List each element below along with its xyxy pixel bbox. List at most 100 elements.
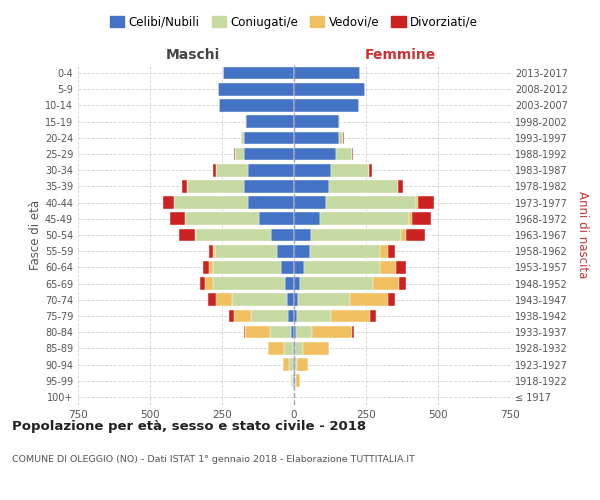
Bar <box>296 374 301 387</box>
Bar <box>182 180 187 192</box>
Bar <box>370 310 376 322</box>
Bar <box>304 261 380 274</box>
Bar <box>214 261 281 274</box>
Bar <box>412 212 431 225</box>
Bar <box>294 99 359 112</box>
Bar <box>388 245 395 258</box>
Bar <box>396 261 406 274</box>
Bar <box>214 164 216 176</box>
Bar <box>369 164 372 176</box>
Text: Femmine: Femmine <box>365 48 436 62</box>
Bar <box>245 326 269 338</box>
Bar <box>219 99 294 112</box>
Bar <box>245 116 247 128</box>
Bar <box>277 245 294 258</box>
Y-axis label: Fasce di età: Fasce di età <box>29 200 42 270</box>
Bar <box>205 278 214 290</box>
Bar <box>216 294 232 306</box>
Bar <box>294 132 338 144</box>
Bar <box>208 294 216 306</box>
Bar <box>409 212 412 225</box>
Bar <box>241 132 244 144</box>
Text: Popolazione per età, sesso e stato civile - 2018: Popolazione per età, sesso e stato civil… <box>12 420 366 433</box>
Bar <box>338 132 343 144</box>
Bar <box>294 261 304 274</box>
Bar <box>294 67 360 80</box>
Bar <box>203 261 209 274</box>
Bar <box>294 326 296 338</box>
Bar <box>163 196 175 209</box>
Bar <box>294 310 297 322</box>
Bar <box>247 116 294 128</box>
Bar <box>294 278 300 290</box>
Bar <box>350 294 388 306</box>
Bar <box>290 374 292 387</box>
Bar <box>352 326 354 338</box>
Bar <box>294 228 311 241</box>
Bar <box>232 294 287 306</box>
Bar <box>373 278 399 290</box>
Bar <box>215 245 277 258</box>
Bar <box>338 116 340 128</box>
Bar <box>294 148 336 160</box>
Bar <box>248 164 294 176</box>
Text: Maschi: Maschi <box>166 48 220 62</box>
Bar <box>233 148 235 160</box>
Legend: Celibi/Nubili, Coniugati/e, Vedovi/e, Divorziati/e: Celibi/Nubili, Coniugati/e, Vedovi/e, Di… <box>105 11 483 34</box>
Bar <box>170 212 185 225</box>
Bar <box>289 358 293 371</box>
Bar <box>293 342 294 354</box>
Bar <box>291 326 294 338</box>
Bar <box>310 245 380 258</box>
Bar <box>294 180 329 192</box>
Bar <box>287 294 294 306</box>
Bar <box>297 310 331 322</box>
Bar <box>284 342 293 354</box>
Bar <box>294 294 298 306</box>
Bar <box>251 310 288 322</box>
Bar <box>223 67 294 80</box>
Bar <box>288 310 294 322</box>
Text: COMUNE DI OLEGGIO (NO) - Dati ISTAT 1° gennaio 2018 - Elaborazione TUTTITALIA.IT: COMUNE DI OLEGGIO (NO) - Dati ISTAT 1° g… <box>12 455 415 464</box>
Bar <box>329 180 398 192</box>
Bar <box>229 310 233 322</box>
Bar <box>302 342 329 354</box>
Bar <box>312 326 352 338</box>
Bar <box>380 245 388 258</box>
Y-axis label: Anni di nascita: Anni di nascita <box>576 192 589 278</box>
Bar <box>352 148 353 160</box>
Bar <box>399 278 406 290</box>
Bar <box>187 180 244 192</box>
Bar <box>268 342 284 354</box>
Bar <box>294 245 310 258</box>
Bar <box>214 278 286 290</box>
Bar <box>398 180 403 192</box>
Bar <box>298 294 350 306</box>
Bar <box>406 228 425 241</box>
Bar <box>336 148 352 160</box>
Bar <box>300 278 373 290</box>
Bar <box>294 83 365 96</box>
Bar <box>296 326 312 338</box>
Bar <box>244 132 294 144</box>
Bar <box>401 228 406 241</box>
Bar <box>269 326 291 338</box>
Bar <box>244 148 294 160</box>
Bar <box>388 294 395 306</box>
Bar <box>293 358 294 371</box>
Bar <box>331 310 370 322</box>
Bar <box>271 228 294 241</box>
Bar <box>185 212 259 225</box>
Bar <box>295 342 302 354</box>
Bar <box>244 180 294 192</box>
Bar <box>295 374 296 387</box>
Bar <box>244 326 245 338</box>
Bar <box>235 148 244 160</box>
Bar <box>214 245 215 258</box>
Bar <box>311 228 401 241</box>
Bar <box>294 196 326 209</box>
Bar <box>380 261 396 274</box>
Bar <box>194 228 196 241</box>
Bar <box>209 261 214 274</box>
Bar <box>294 116 338 128</box>
